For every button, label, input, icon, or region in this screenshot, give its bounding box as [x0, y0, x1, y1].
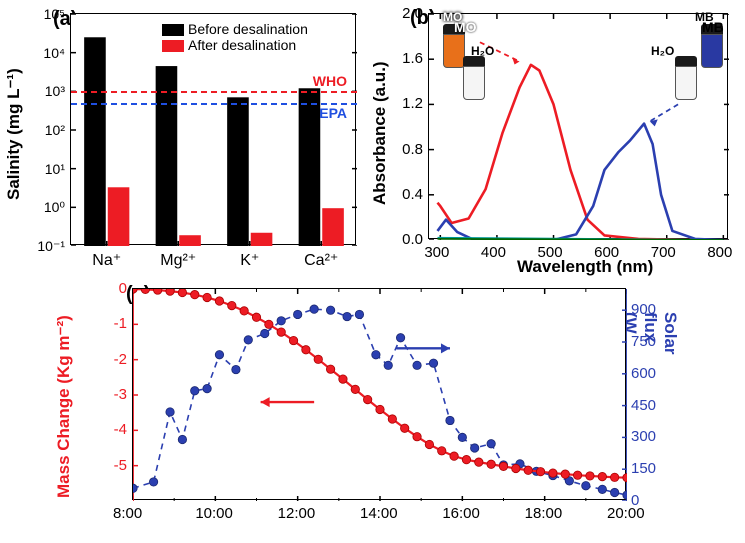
- ytick-c-right: 300: [631, 428, 656, 445]
- xtick-c: 18:00: [525, 505, 563, 522]
- h2o-1: H₂O: [471, 44, 494, 58]
- ytick-b: 0.0: [402, 231, 423, 248]
- panel-a: (a) Salinity (mg L⁻¹) 10⁻¹10⁰10¹10²10³10…: [8, 5, 364, 277]
- mo-label: MO: [454, 19, 477, 35]
- panel-c-left-ylabel: Mass Change (Kg m⁻²): [54, 315, 74, 498]
- ytick-c-right: 900: [631, 301, 656, 318]
- legend-before: Before desalination: [162, 21, 308, 37]
- ytick-a: 10⁴: [43, 45, 65, 61]
- ytick-c-left: -1: [114, 315, 127, 332]
- ytick-c-right: 150: [631, 460, 656, 477]
- h2o-2: H₂O: [651, 44, 674, 58]
- panel-c-plot-area: 8:0010:0012:0014:0016:0018:0020:000-1-2-…: [132, 288, 626, 500]
- legend-swatch-after: [162, 40, 184, 52]
- panel-b-xlabel: Wavelength (nm): [517, 257, 653, 277]
- xtick-c: 10:00: [195, 505, 233, 522]
- legend-label-before: Before desalination: [188, 21, 308, 37]
- ytick-a: 10⁻¹: [37, 238, 65, 255]
- xtick-c: 8:00: [113, 505, 142, 522]
- xtick-c: 12:00: [278, 505, 316, 522]
- ytick-a: 10²: [45, 122, 65, 138]
- ytick-b: 1.2: [402, 95, 423, 112]
- xtick-c: 16:00: [442, 505, 480, 522]
- ytick-b: 1.6: [402, 50, 423, 67]
- legend-label-after: After desalination: [188, 37, 296, 53]
- panel-a-ylabel: Salinity (mg L⁻¹): [4, 68, 24, 200]
- ytick-c-left: -5: [114, 457, 127, 474]
- ytick-c-left: -3: [114, 386, 127, 403]
- ytick-a: 10¹: [45, 161, 65, 177]
- ytick-b: 2.0: [402, 5, 423, 22]
- xtick-b: 700: [651, 244, 676, 261]
- epa-label: EPA: [319, 105, 347, 121]
- ytick-c-right: 0: [631, 492, 639, 509]
- xtick-c: 14:00: [360, 505, 398, 522]
- mb-label: MB: [702, 19, 724, 35]
- panel-b: (b) Absorbance (a.u.) 300400500600700800…: [372, 5, 740, 277]
- ytick-a: 10⁰: [44, 199, 65, 216]
- ytick-c-right: 750: [631, 333, 656, 350]
- who-line: [71, 91, 357, 93]
- legend-after: After desalination: [162, 37, 308, 53]
- xtick-a: Na⁺: [87, 250, 127, 270]
- panel-c: (c) Mass Change (Kg m⁻²) Solar flux (W m…: [50, 280, 690, 538]
- ytick-b: 0.4: [402, 186, 423, 203]
- legend-swatch-before: [162, 24, 184, 36]
- xtick-b: 800: [707, 244, 732, 261]
- ytick-a: 10⁵: [44, 6, 65, 22]
- vial: [463, 56, 485, 100]
- epa-line: [71, 103, 357, 105]
- xtick-a: Mg²⁺: [158, 250, 198, 270]
- ytick-a: 10³: [45, 83, 65, 99]
- xtick-a: K⁺: [230, 250, 270, 270]
- xtick-b: 400: [481, 244, 506, 261]
- ytick-c-left: -2: [114, 351, 127, 368]
- ytick-c-right: 450: [631, 397, 656, 414]
- panel-b-ylabel: Absorbance (a.u.): [370, 61, 390, 205]
- ytick-c-left: -4: [114, 421, 127, 438]
- xtick-a: Ca²⁺: [301, 250, 341, 270]
- who-label: WHO: [313, 73, 347, 89]
- panel-b-plot-area: 3004005006007008000.00.40.81.21.62.0MOMB…: [428, 13, 728, 239]
- ytick-c-right: 600: [631, 365, 656, 382]
- xtick-b: 300: [424, 244, 449, 261]
- ytick-c-left: 0: [119, 280, 127, 297]
- panel-a-legend: Before desalination After desalination: [162, 21, 308, 53]
- vial: [675, 56, 697, 100]
- ytick-b: 0.8: [402, 141, 423, 158]
